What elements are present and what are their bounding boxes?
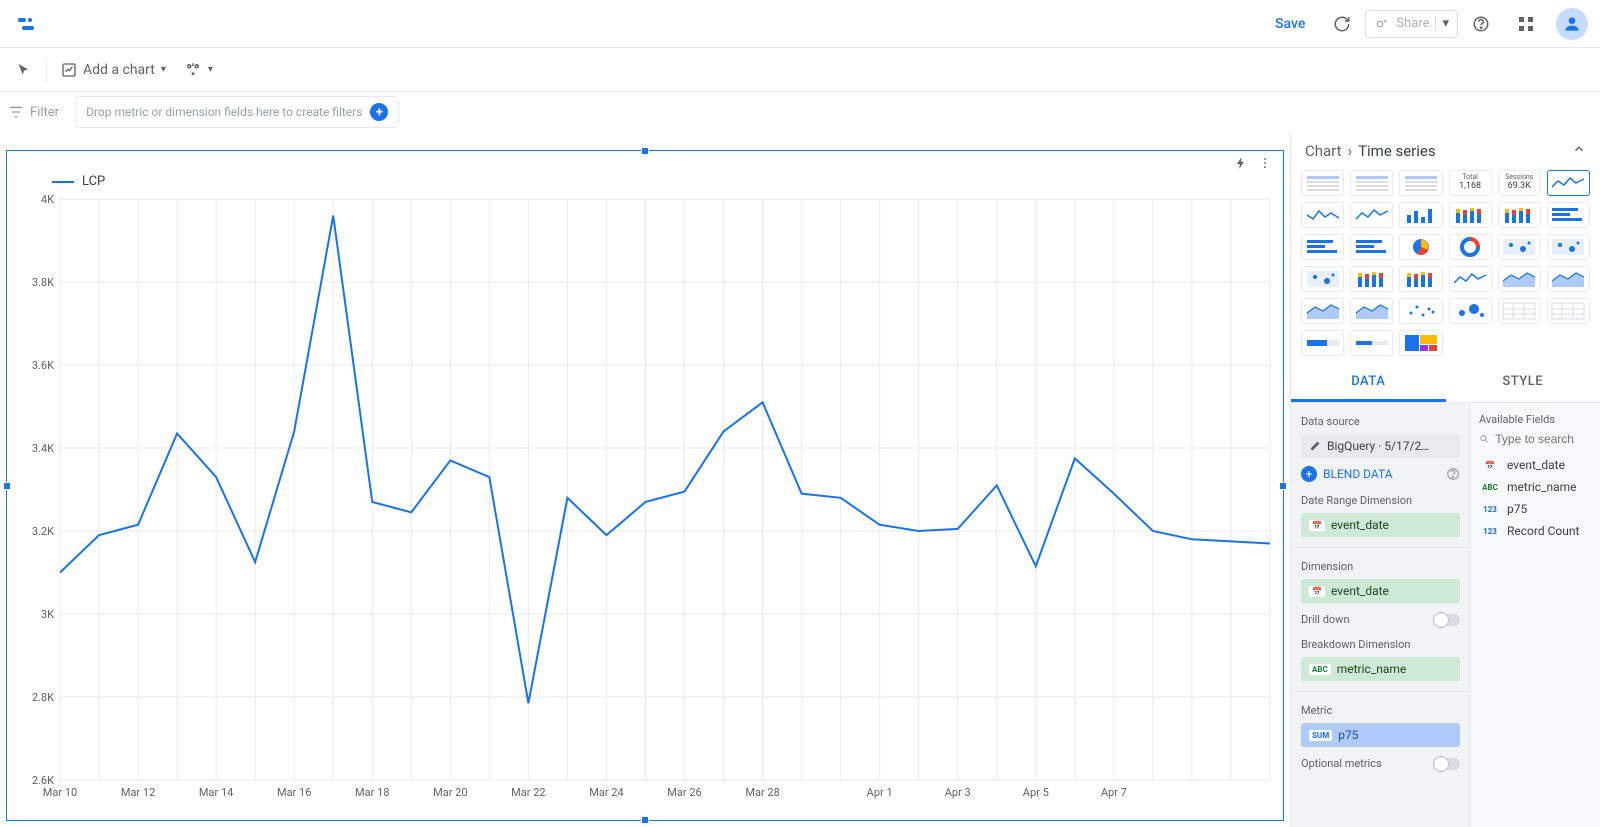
panel-breadcrumb: Chart › Time series — [1291, 132, 1600, 170]
chart-type-option[interactable] — [1399, 234, 1442, 260]
panel-tabs: DATA STYLE — [1291, 364, 1600, 403]
drill-toggle[interactable] — [1434, 614, 1460, 626]
chart-type-option[interactable] — [1301, 330, 1344, 356]
chart-type-option[interactable] — [1547, 298, 1590, 324]
chart-type-option[interactable] — [1449, 298, 1492, 324]
chart-type-option[interactable] — [1498, 298, 1541, 324]
chart-type-option[interactable] — [1498, 202, 1541, 228]
chart-type-option[interactable] — [1350, 170, 1393, 196]
add-chart-label: Add a chart — [83, 62, 155, 78]
tab-data[interactable]: DATA — [1291, 364, 1446, 402]
chart-type-option[interactable] — [1399, 202, 1442, 228]
resize-handle[interactable] — [641, 816, 649, 824]
chart-type-scorecard[interactable]: Total1,168 — [1449, 170, 1492, 196]
chart-type-option[interactable] — [1399, 330, 1442, 356]
dimension-chip[interactable]: 📅event_date — [1301, 579, 1460, 603]
chart-type-option[interactable] — [1301, 170, 1344, 196]
field-item[interactable]: 123p75 — [1479, 498, 1592, 520]
field-item[interactable]: 📅event_date — [1479, 454, 1592, 476]
share-label: Share — [1396, 16, 1429, 31]
chart-type-option[interactable] — [1350, 234, 1393, 260]
filter-label: Filter — [8, 104, 65, 120]
filter-bar: Filter Drop metric or dimension fields h… — [0, 92, 1600, 132]
help-icon[interactable] — [1462, 9, 1500, 39]
chart-type-option[interactable] — [1350, 298, 1393, 324]
field-item[interactable]: ABCmetric_name — [1479, 476, 1592, 498]
collapse-icon[interactable] — [1572, 142, 1586, 160]
add-filter-icon[interactable]: + — [370, 103, 388, 121]
chart-type-option[interactable] — [1399, 170, 1442, 196]
chart-type-scorecard[interactable]: Sessions69.3K — [1498, 170, 1541, 196]
add-chart-button[interactable]: Add a chart ▾ — [53, 56, 174, 84]
date-range-chip[interactable]: 📅event_date — [1301, 513, 1460, 537]
optional-toggle[interactable] — [1434, 758, 1460, 770]
field-item[interactable]: 123Record Count — [1479, 520, 1592, 542]
chart-type-option[interactable] — [1547, 234, 1590, 260]
toolbar: Add a chart ▾ ▾ — [0, 48, 1600, 92]
avatar[interactable] — [1556, 8, 1588, 40]
select-tool-icon[interactable] — [8, 56, 40, 84]
chart-type-option[interactable] — [1350, 202, 1393, 228]
resize-handle[interactable] — [641, 147, 649, 155]
chart-type-option[interactable] — [1449, 234, 1492, 260]
add-control-icon[interactable]: ▾ — [176, 55, 221, 85]
refresh-icon[interactable] — [1323, 9, 1361, 39]
chart-type-option[interactable] — [1498, 234, 1541, 260]
chart-type-option[interactable] — [1301, 202, 1344, 228]
field-search-input[interactable] — [1495, 432, 1592, 446]
logo-icon[interactable] — [12, 10, 40, 38]
chart-type-option[interactable] — [1498, 266, 1541, 292]
chart-type-option[interactable] — [1449, 266, 1492, 292]
breakdown-chip[interactable]: ABCmetric_name — [1301, 657, 1460, 681]
chart-type-option[interactable] — [1350, 330, 1393, 356]
available-fields: Available Fields 📅event_dateABCmetric_na… — [1470, 403, 1600, 827]
resize-handle[interactable] — [3, 482, 11, 490]
filter-dropzone[interactable]: Drop metric or dimension fields here to … — [75, 96, 399, 128]
selection-outline — [6, 150, 1284, 821]
chart-type-option[interactable] — [1350, 266, 1393, 292]
bolt-icon[interactable] — [1234, 156, 1248, 174]
metric-chip[interactable]: SUMp75 — [1301, 723, 1460, 747]
resize-handle[interactable] — [1279, 482, 1287, 490]
tab-style[interactable]: STYLE — [1446, 364, 1600, 402]
chart-type-option[interactable] — [1547, 170, 1590, 196]
blend-data-button[interactable]: +BLEND DATA — [1301, 466, 1460, 482]
app-header: Save Share ▾ — [0, 0, 1600, 48]
data-config: Data source BigQuery · 5/17/2… +BLEND DA… — [1291, 403, 1470, 827]
chart-type-option[interactable] — [1399, 266, 1442, 292]
save-button[interactable]: Save — [1261, 10, 1319, 38]
properties-panel: Chart › Time series Total1,168Sessions69… — [1290, 132, 1600, 827]
more-icon[interactable] — [1258, 156, 1272, 174]
chart-type-option[interactable] — [1547, 202, 1590, 228]
data-source-chip[interactable]: BigQuery · 5/17/2… — [1301, 434, 1460, 458]
apps-icon[interactable] — [1508, 10, 1544, 38]
share-button[interactable]: Share ▾ — [1365, 10, 1458, 38]
chart-type-picker: Total1,168Sessions69.3K — [1291, 170, 1600, 364]
chart-type-option[interactable] — [1399, 298, 1442, 324]
chart-type-option[interactable] — [1301, 298, 1344, 324]
chart-type-option[interactable] — [1301, 266, 1344, 292]
canvas[interactable]: LCP 2.6K2.8K3K3.2K3.4K3.6K3.8K4KMar 10Ma… — [0, 132, 1290, 827]
chart-type-option[interactable] — [1449, 202, 1492, 228]
chart-type-option[interactable] — [1301, 234, 1344, 260]
chart-type-option[interactable] — [1547, 266, 1590, 292]
